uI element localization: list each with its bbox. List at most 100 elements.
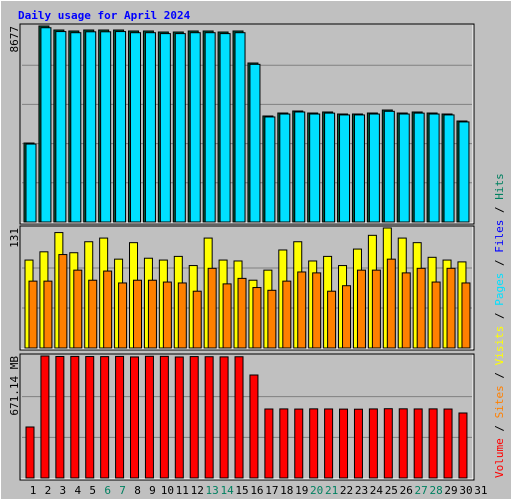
bar <box>431 281 441 349</box>
bar <box>144 32 156 223</box>
x-tick-label: 15 <box>235 484 248 497</box>
bar <box>100 356 110 479</box>
bar <box>416 267 426 349</box>
bar <box>144 355 154 479</box>
legend-entry: Visits <box>493 326 506 366</box>
bar <box>461 282 471 349</box>
bar <box>309 113 321 223</box>
bar <box>339 408 349 479</box>
bar <box>147 279 157 349</box>
y-tick-label: 671.14 MB <box>8 356 21 416</box>
panel <box>19 353 475 481</box>
legend-entry: Sites <box>493 385 506 418</box>
x-tick-label: 30 <box>459 484 472 497</box>
bar <box>428 408 438 479</box>
legend-separator: / <box>493 200 506 220</box>
x-tick-label: 9 <box>149 484 156 497</box>
legend-separator: / <box>493 306 506 326</box>
bar <box>413 112 425 223</box>
bar <box>264 116 276 223</box>
bar <box>204 32 216 223</box>
x-tick-label: 8 <box>134 484 141 497</box>
legend-separator: / <box>493 365 506 385</box>
x-tick-label: 23 <box>355 484 368 497</box>
bar <box>312 272 322 349</box>
bar <box>237 277 247 349</box>
bar <box>383 110 395 223</box>
bar <box>327 290 337 349</box>
bar <box>25 143 37 223</box>
legend-separator: / <box>493 253 506 273</box>
x-tick-label: 21 <box>325 484 338 497</box>
x-tick-label: 24 <box>370 484 384 497</box>
bar <box>279 113 291 223</box>
x-tick-label: 4 <box>74 484 81 497</box>
legend-entry: Pages <box>493 273 506 306</box>
bar <box>85 356 95 479</box>
bar <box>443 114 455 223</box>
bar <box>162 281 172 349</box>
bar <box>189 32 201 223</box>
bar <box>446 267 456 349</box>
bar <box>398 408 408 479</box>
y-tick-label: 8677 <box>8 26 21 53</box>
bar <box>443 408 453 479</box>
x-tick-label: 1 <box>30 484 37 497</box>
bar <box>174 356 184 479</box>
bar <box>324 408 334 479</box>
x-tick-label: 31 <box>474 484 487 497</box>
x-tick-label: 19 <box>295 484 308 497</box>
bar <box>58 254 68 349</box>
x-tick-label: 17 <box>265 484 278 497</box>
x-tick-label: 6 <box>104 484 111 497</box>
bar <box>25 426 35 479</box>
bar <box>294 408 304 479</box>
bar <box>353 114 365 223</box>
x-tick-label: 27 <box>415 484 428 497</box>
bar <box>339 114 351 223</box>
bar <box>458 121 470 223</box>
x-tick-label: 13 <box>206 484 219 497</box>
bar <box>219 33 231 223</box>
bar <box>371 269 381 349</box>
bar <box>55 355 65 479</box>
x-tick-label: 10 <box>161 484 174 497</box>
bar <box>368 113 380 223</box>
x-tick-label: 2 <box>45 484 52 497</box>
chart-title: Daily usage for April 2024 <box>18 9 191 22</box>
legend-entry: Hits <box>493 173 506 200</box>
bar <box>282 280 292 349</box>
bar <box>130 356 140 479</box>
legend-entry: Files <box>493 220 506 253</box>
bar <box>115 355 125 479</box>
x-tick-label: 28 <box>429 484 442 497</box>
bar <box>177 282 187 349</box>
bar <box>234 356 244 479</box>
bar <box>458 412 468 479</box>
bar <box>118 282 128 349</box>
x-tick-label: 18 <box>280 484 293 497</box>
bar <box>204 356 214 479</box>
x-tick-label: 5 <box>89 484 96 497</box>
bar <box>249 63 261 223</box>
bar <box>28 280 38 349</box>
bar <box>264 408 274 479</box>
bar <box>130 32 142 223</box>
bar <box>55 31 67 223</box>
bar <box>294 111 306 223</box>
bar <box>40 355 50 479</box>
bar <box>159 355 169 479</box>
x-tick-label: 22 <box>340 484 353 497</box>
bar <box>133 279 143 349</box>
bar <box>342 285 352 349</box>
legend-entry: Volume <box>493 438 506 478</box>
bar <box>386 258 396 349</box>
bar <box>249 374 259 479</box>
x-tick-label: 20 <box>310 484 323 497</box>
x-tick-label: 26 <box>400 484 413 497</box>
bar <box>324 112 336 223</box>
bar <box>159 33 171 223</box>
bar <box>413 408 423 479</box>
bar <box>368 408 378 479</box>
y-tick-label: 131 <box>8 228 21 248</box>
